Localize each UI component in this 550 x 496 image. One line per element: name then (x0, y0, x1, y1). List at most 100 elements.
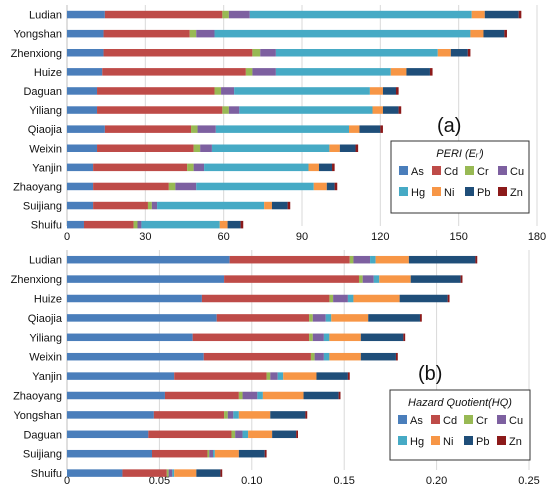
panel-label: (b) (418, 363, 442, 385)
bar-segment-as (67, 255, 230, 264)
bar-segment-ni (329, 333, 361, 342)
x-tick-label: 0.10 (241, 475, 262, 487)
bar-segment-hg (172, 469, 175, 477)
legend-swatch-zn (497, 436, 506, 445)
legend-entry: Hg (410, 436, 424, 448)
bar-segment-zn (396, 87, 399, 95)
x-tick-label: 60 (218, 231, 230, 243)
bar-segment-ni (331, 314, 369, 322)
bar-segment-zn (347, 372, 350, 380)
bar-segment-hg (325, 314, 332, 322)
legend-entry: Hg (411, 187, 425, 199)
legend-swatch-cd (431, 415, 440, 424)
bar-segment-cd (148, 430, 232, 439)
category-label: Weixin (29, 352, 62, 364)
bar-segment-ni (372, 106, 383, 114)
bar-segment-hg (275, 68, 391, 76)
bar-segment-zn (398, 106, 402, 114)
bar-segment-hg (277, 372, 284, 380)
bar-segment-cu (362, 275, 374, 283)
legend-title: Hazard Quotient(HQ) (408, 397, 512, 409)
bar-segment-hg (233, 411, 239, 419)
bar-segment-as (67, 201, 94, 210)
bar-segment-hg (242, 430, 249, 439)
legend-swatch-cu (498, 166, 507, 175)
x-tick-label: 90 (296, 231, 308, 243)
bar-segment-cu (168, 469, 173, 477)
bar-segment-cr (147, 201, 152, 210)
bar-segment-cd (122, 469, 167, 477)
bar-segment-ni (390, 68, 407, 76)
legend-entry: Zn (509, 436, 522, 448)
bar-segment-ni (174, 469, 197, 477)
bar-segment-ni (437, 49, 451, 57)
x-tick-label: 0.05 (149, 475, 170, 487)
bar-segment-ni (248, 430, 273, 439)
legend-box (390, 140, 530, 214)
bar-segment-cu (312, 333, 324, 342)
bar-segment-ni (308, 163, 319, 172)
bar-segment-hg (275, 49, 438, 57)
legend-swatch-as (399, 166, 408, 175)
bar-segment-as (67, 294, 202, 303)
bar-segment-hg (214, 29, 471, 38)
x-tick-label: 0 (64, 231, 70, 243)
bar-segment-zn (504, 29, 507, 38)
bar-segment-cr (214, 87, 222, 95)
bar-segment-cr (349, 255, 354, 264)
bar-segment-pb (272, 430, 297, 439)
bar-segment-ni (349, 125, 360, 133)
bar-segment-pb (382, 87, 396, 95)
bar-segment-zn (287, 201, 291, 210)
bar-segment-pb (316, 372, 348, 380)
bar-segment-as (67, 106, 98, 114)
bar-segment-as (67, 220, 84, 229)
bar-segment-hg (211, 144, 330, 152)
bar-segment-zn (447, 294, 450, 303)
bar-segment-pb (271, 201, 288, 210)
bar-segment-hg (323, 333, 330, 342)
bar-segment-as (67, 430, 149, 439)
bar-segment-ni (471, 10, 485, 19)
bar-segment-cu (242, 391, 258, 400)
legend-swatch-ni (432, 187, 441, 196)
bar-segment-as (67, 469, 123, 477)
bar-segment-zn (338, 391, 341, 400)
legend-swatch-ni (431, 436, 440, 445)
bar-segment-hg (370, 255, 376, 264)
bar-segment-cd (224, 275, 359, 283)
bar-segment-hg (157, 201, 265, 210)
bar-segment-pb (339, 144, 356, 152)
legend-entry: As (410, 415, 423, 427)
bar-segment-zn (264, 449, 267, 458)
bar-segment-cd (164, 391, 239, 400)
bar-segment-as (67, 29, 104, 38)
bar-segment-as (67, 352, 204, 361)
bar-segment-cd (174, 372, 267, 380)
legend-swatch-hg (399, 187, 408, 196)
bar-segment-zn (332, 163, 335, 172)
bar-segment-cr (309, 314, 313, 322)
bar-segment-pb (360, 333, 404, 342)
bar-segment-cu (252, 68, 276, 76)
x-tick-label: 0.20 (426, 475, 447, 487)
bar-segment-cu (151, 201, 158, 210)
bar-segment-cr (252, 49, 261, 57)
category-label: Yanjin (32, 162, 62, 174)
x-tick-label: 150 (449, 231, 467, 243)
legend-swatch-pb (464, 436, 473, 445)
legend-swatch-cu (497, 415, 506, 424)
bar-segment-cd (102, 68, 246, 76)
legend-entry: Ni (443, 436, 453, 448)
bar-segment-pb (484, 10, 519, 19)
bar-segment-cr (358, 275, 363, 283)
bar-segment-cr (191, 125, 198, 133)
bar-segment-cr (309, 333, 313, 342)
category-label: Zhenxiong (11, 274, 62, 286)
bar-segment-as (67, 314, 217, 322)
bar-segment-ni (262, 391, 304, 400)
bar-segment-cr (166, 469, 169, 477)
bar-segment-cd (229, 255, 350, 264)
bar-segment-pb (359, 125, 381, 133)
bar-segment-ni (470, 29, 484, 38)
